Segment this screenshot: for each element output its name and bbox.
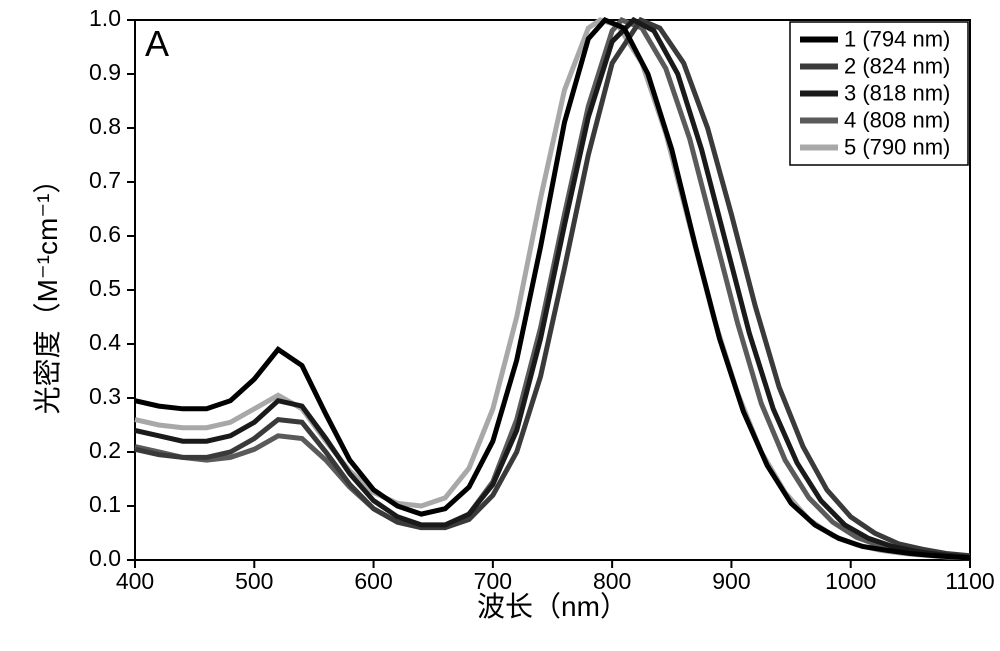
legend-label: 5 (790 nm) xyxy=(844,134,950,159)
x-tick-label: 900 xyxy=(712,568,750,594)
y-tick-label: 0.1 xyxy=(89,491,121,517)
x-tick-label: 500 xyxy=(235,568,273,594)
legend-label: 1 (794 nm) xyxy=(844,26,950,51)
y-tick-label: 0.5 xyxy=(89,275,121,301)
y-tick-label: 0.3 xyxy=(89,383,121,409)
y-tick-label: 0.7 xyxy=(89,167,121,193)
y-tick-label: 0.0 xyxy=(89,545,121,571)
y-tick-label: 0.6 xyxy=(89,221,121,247)
spectral-chart: 400 500 600 700 800 900 1000 1100 0.0 0.1 0.2 0.3 0.… xyxy=(0,0,1000,651)
legend-label: 2 (824 nm) xyxy=(844,53,950,78)
y-axis-label: 光密度（M⁻¹cm⁻¹） xyxy=(32,166,63,415)
legend-label: 4 (808 nm) xyxy=(844,107,950,132)
y-tick-label: 0.4 xyxy=(89,329,121,355)
chart-canvas: 400 500 600 700 800 900 1000 1100 0.0 0.1 0.2 0.3 0.… xyxy=(0,0,1000,651)
y-tick-label: 0.9 xyxy=(89,59,121,85)
y-tick-label: 0.2 xyxy=(89,437,121,463)
x-tick-label: 400 xyxy=(116,568,154,594)
legend-label: 3 (818 nm) xyxy=(844,80,950,105)
x-tick-label: 1100 xyxy=(945,568,994,594)
x-tick-label: 1000 xyxy=(825,568,876,594)
x-tick-label: 800 xyxy=(593,568,631,594)
panel-label: A xyxy=(145,23,169,64)
x-tick-label: 700 xyxy=(474,568,512,594)
y-tick-label: 0.8 xyxy=(89,113,121,139)
x-axis-label: 波长（nm） xyxy=(477,591,628,622)
x-tick-label: 600 xyxy=(354,568,392,594)
y-tick-label: 1.0 xyxy=(89,5,121,31)
